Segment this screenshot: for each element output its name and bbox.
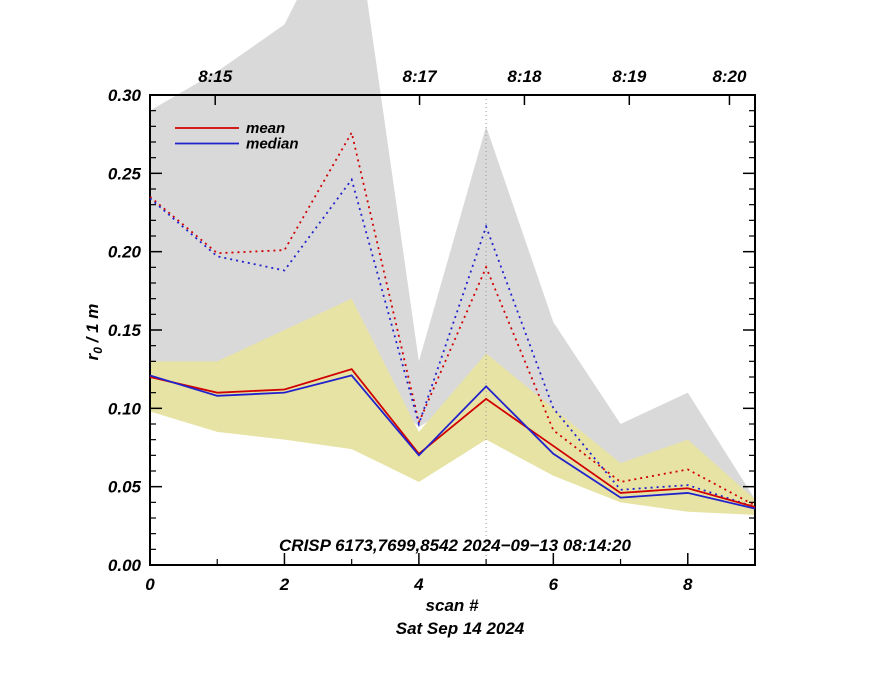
axes: 0.00 0.05 0.10 0.15 0.20 0.25 0.30 0 2 4 6 8 8:15 8:1… xyxy=(108,67,756,594)
footer-date: Sat Sep 14 2024 xyxy=(396,619,525,638)
yellow-band xyxy=(150,298,755,515)
legend-label-median: median xyxy=(246,136,299,153)
top-time-label: 8:15 xyxy=(198,67,233,86)
y-tick-label: 0.20 xyxy=(108,243,142,262)
x-tick-label: 4 xyxy=(413,575,424,594)
y-tick-label: 0.25 xyxy=(108,164,142,183)
top-time-label: 8:17 xyxy=(403,67,439,86)
y-axis-label: r0 / 1 m xyxy=(83,304,105,361)
legend-label-mean: mean xyxy=(246,120,285,137)
y-tick-label: 0.10 xyxy=(108,399,142,418)
x-tick-label: 6 xyxy=(549,575,559,594)
x-axis-label: scan # xyxy=(426,596,479,615)
data-series xyxy=(149,130,756,510)
shaded-bands xyxy=(150,0,755,515)
mean-line xyxy=(149,368,756,508)
top-time-label: 8:19 xyxy=(612,67,647,86)
median-line xyxy=(149,374,756,510)
y-tick-label: 0.15 xyxy=(108,321,142,340)
x-tick-label: 2 xyxy=(279,575,290,594)
y-tick-label: 0.05 xyxy=(108,478,142,497)
mean-dotted-line xyxy=(149,130,756,507)
x-tick-label: 8 xyxy=(683,575,693,594)
top-time-label: 8:20 xyxy=(712,67,747,86)
x-tick-label: 0 xyxy=(145,575,155,594)
y-tick-label: 0.30 xyxy=(108,86,142,105)
gray-band xyxy=(150,0,755,509)
y-tick-label: 0.00 xyxy=(108,556,142,575)
annotation-text: CRISP 6173,7699,8542 2024−09−13 08:14:20 xyxy=(279,536,631,555)
top-time-label: 8:18 xyxy=(507,67,542,86)
